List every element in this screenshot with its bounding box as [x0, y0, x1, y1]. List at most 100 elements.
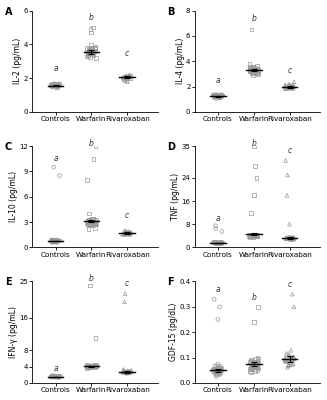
Point [51, 83, 56, 89]
Point [211, 366, 216, 372]
Point [250, 366, 255, 373]
Point [292, 235, 297, 241]
Point [51, 164, 56, 170]
Point [86, 52, 91, 58]
Point [215, 240, 221, 247]
Text: a: a [215, 285, 220, 294]
Point [287, 82, 292, 88]
Point [51, 239, 56, 246]
Point [212, 94, 217, 100]
Point [124, 230, 129, 237]
Point [249, 67, 254, 74]
Point [125, 230, 130, 236]
Point [288, 347, 293, 354]
Point [124, 230, 129, 236]
Point [212, 363, 217, 369]
Point [285, 352, 290, 358]
Point [253, 66, 258, 72]
Point [87, 221, 92, 228]
Point [87, 217, 92, 224]
Point [283, 85, 288, 92]
Point [54, 240, 60, 246]
Point [290, 84, 296, 91]
Point [252, 232, 257, 238]
Text: c: c [287, 146, 292, 155]
Point [218, 363, 223, 370]
Point [288, 84, 293, 90]
Point [285, 356, 290, 362]
Point [92, 225, 97, 231]
Point [121, 75, 126, 81]
Point [212, 367, 217, 374]
Point [55, 238, 60, 244]
Point [288, 359, 293, 366]
Point [123, 228, 128, 234]
Point [56, 82, 61, 88]
Point [50, 238, 55, 244]
Point [247, 68, 252, 74]
Point [121, 366, 126, 373]
Point [220, 92, 225, 98]
Point [50, 239, 55, 245]
Point [85, 221, 91, 228]
Point [251, 64, 256, 70]
Point [51, 80, 57, 87]
Point [49, 238, 54, 245]
Point [90, 45, 95, 52]
Point [48, 374, 54, 380]
Point [213, 92, 218, 99]
Point [121, 368, 126, 375]
Point [216, 94, 222, 101]
Point [286, 236, 291, 242]
Point [89, 47, 95, 54]
Point [123, 231, 128, 237]
Point [291, 360, 296, 367]
Point [248, 210, 253, 216]
Point [218, 95, 223, 101]
Point [91, 362, 96, 368]
Point [129, 367, 134, 374]
Point [93, 363, 98, 369]
Point [217, 365, 222, 371]
Point [53, 238, 58, 245]
Point [89, 364, 94, 370]
Point [121, 368, 126, 374]
Point [290, 84, 295, 90]
Point [85, 363, 91, 370]
Point [255, 356, 261, 362]
Point [216, 364, 222, 370]
Point [213, 240, 218, 246]
Point [49, 373, 55, 380]
Point [286, 356, 291, 363]
Point [211, 239, 216, 246]
Point [93, 44, 98, 50]
Point [49, 373, 55, 380]
Point [50, 82, 56, 89]
Point [85, 218, 90, 225]
Point [87, 50, 92, 56]
Point [52, 374, 57, 380]
Point [284, 236, 289, 242]
Point [291, 236, 296, 242]
Point [215, 367, 220, 374]
Point [288, 235, 293, 241]
Point [217, 370, 222, 376]
Point [90, 222, 95, 228]
Point [248, 233, 253, 239]
Point [289, 236, 294, 243]
Point [290, 357, 295, 363]
Point [86, 363, 91, 369]
Point [215, 240, 220, 246]
Point [213, 240, 218, 246]
Point [87, 48, 92, 55]
Point [283, 235, 288, 242]
Point [289, 85, 295, 92]
Point [126, 369, 131, 375]
Point [123, 74, 129, 80]
Point [85, 50, 91, 56]
Point [250, 364, 256, 371]
Point [255, 365, 261, 372]
Y-axis label: GDF-15 (pg/dL): GDF-15 (pg/dL) [169, 303, 178, 361]
Point [124, 74, 129, 80]
Point [50, 81, 56, 87]
